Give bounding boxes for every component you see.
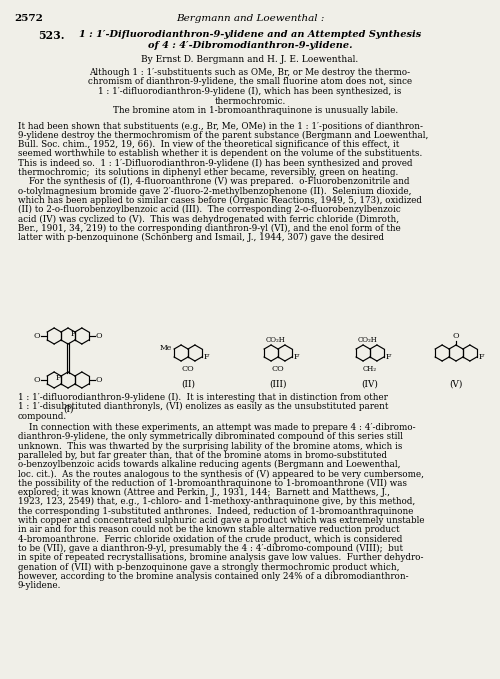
Text: chromism of dianthron-9-ylidene, the small fluorine atom does not, since: chromism of dianthron-9-ylidene, the sma… <box>88 77 412 86</box>
Text: (IV): (IV) <box>362 380 378 389</box>
Text: O: O <box>34 333 40 340</box>
Text: F: F <box>294 353 300 361</box>
Text: 523.: 523. <box>38 30 64 41</box>
Text: 1 : 1′-Difluorodianthron-9-ylidene and an Attempted Synthesis: 1 : 1′-Difluorodianthron-9-ylidene and a… <box>79 30 421 39</box>
Text: F: F <box>386 353 392 361</box>
Text: dianthron-9-ylidene, the only symmetrically dibrominated compound of this series: dianthron-9-ylidene, the only symmetrica… <box>18 433 403 441</box>
Text: 9-ylidene destroy the thermochromism of the parent substance (Bergmann and Loewe: 9-ylidene destroy the thermochromism of … <box>18 131 428 140</box>
Text: of 4 : 4′-Dibromodianthron-9-ylidene.: of 4 : 4′-Dibromodianthron-9-ylidene. <box>148 41 352 50</box>
Text: seemed worthwhile to establish whether it is dependent on the volume of the subs: seemed worthwhile to establish whether i… <box>18 149 422 158</box>
Text: CO₂H: CO₂H <box>358 336 378 344</box>
Text: O: O <box>34 376 40 384</box>
Text: O: O <box>96 333 102 340</box>
Text: 9-ylidene.: 9-ylidene. <box>18 581 62 590</box>
Text: (III): (III) <box>269 380 287 389</box>
Text: Bull. Soc. chim., 1952, 19, 66).  In view of the theoretical significance of thi: Bull. Soc. chim., 1952, 19, 66). In view… <box>18 140 399 149</box>
Text: explored; it was known (Attree and Perkin, J., 1931, 144;  Barnett and Matthews,: explored; it was known (Attree and Perki… <box>18 488 390 497</box>
Text: 1 : 1′-disubstituted dianthronyls, (VI) enolizes as easily as the unsubstituted : 1 : 1′-disubstituted dianthronyls, (VI) … <box>18 402 388 411</box>
Text: 1 : 1′-difluorodianthron-9-ylidene (I).  It is interesting that in distinction f: 1 : 1′-difluorodianthron-9-ylidene (I). … <box>18 393 388 402</box>
Text: in air and for this reason could not be the known stable alternative reduction p: in air and for this reason could not be … <box>18 525 400 534</box>
Text: F: F <box>479 353 484 361</box>
Text: For the synthesis of (I), 4-fluoroanthrone (V) was prepared.  o-Fluorobenzonitri: For the synthesis of (I), 4-fluoroanthro… <box>18 177 409 187</box>
Text: Ber., 1901, 34, 219) to the corresponding dianthron-9-yl (VI), and the enol form: Ber., 1901, 34, 219) to the correspondin… <box>18 224 401 233</box>
Text: The bromine atom in 1-bromoanthraquinone is unusually labile.: The bromine atom in 1-bromoanthraquinone… <box>102 106 398 115</box>
Text: O: O <box>452 332 460 340</box>
Text: (II) to 2-o-fluorobenzoylbenzoic acid (III).  The corresponding 2-o-fluorobenzyl: (II) to 2-o-fluorobenzoylbenzoic acid (I… <box>18 205 401 215</box>
Text: loc. cit.).  As the routes analogous to the synthesis of (V) appeared to be very: loc. cit.). As the routes analogous to t… <box>18 469 424 479</box>
Text: in spite of repeated recrystallisations, bromine analysis gave low values.  Furt: in spite of repeated recrystallisations,… <box>18 553 424 562</box>
Text: CO: CO <box>272 365 284 373</box>
Text: 2572: 2572 <box>14 14 43 23</box>
Text: F: F <box>71 330 76 338</box>
Text: CO₂H: CO₂H <box>266 336 286 344</box>
Text: with copper and concentrated sulphuric acid gave a product which was extremely u: with copper and concentrated sulphuric a… <box>18 516 424 525</box>
Text: CO: CO <box>182 365 194 373</box>
Text: In connection with these experiments, an attempt was made to prepare 4 : 4′-dibr: In connection with these experiments, an… <box>18 423 415 432</box>
Text: This is indeed so.  1 : 1′-Difluorodianthron-9-ylidene (I) has been synthesized : This is indeed so. 1 : 1′-Difluorodianth… <box>18 159 412 168</box>
Text: 4-bromoanthrone.  Ferric chloride oxidation of the crude product, which is consi: 4-bromoanthrone. Ferric chloride oxidati… <box>18 534 402 543</box>
Text: Me: Me <box>160 344 172 352</box>
Text: thermochromic.: thermochromic. <box>214 96 286 105</box>
Text: thermochromic;  its solutions in diphenyl ether became, reversibly, green on hea: thermochromic; its solutions in diphenyl… <box>18 168 398 177</box>
Text: F: F <box>204 353 210 361</box>
Text: 1 : 1′-difluorodianthron-9-ylidene (I), which has been synthesized, is: 1 : 1′-difluorodianthron-9-ylidene (I), … <box>98 87 402 96</box>
Text: acid (IV) was cyclized to (V).  This was dehydrogenated with ferric chloride (Di: acid (IV) was cyclized to (V). This was … <box>18 215 399 223</box>
Text: CH₂: CH₂ <box>363 365 377 373</box>
Text: unknown.  This was thwarted by the surprising lability of the bromine atoms, whi: unknown. This was thwarted by the surpri… <box>18 441 402 450</box>
Text: 1923, 123, 2549) that, e.g., 1-chloro- and 1-methoxy-anthraquinone give, by this: 1923, 123, 2549) that, e.g., 1-chloro- a… <box>18 497 415 507</box>
Text: compound.: compound. <box>18 411 67 420</box>
Text: o-benzoylbenzoic acids towards alkaline reducing agents (Bergmann and Loewenthal: o-benzoylbenzoic acids towards alkaline … <box>18 460 400 469</box>
Text: Although 1 : 1′-substituents such as OMe, Br, or Me destroy the thermo-: Although 1 : 1′-substituents such as OMe… <box>90 68 410 77</box>
Text: (II): (II) <box>181 380 195 389</box>
Text: which has been applied to similar cases before (Organic Reactions, 1949, 5, 173): which has been applied to similar cases … <box>18 196 422 205</box>
Text: the possibility of the reduction of 1-bromoanthraquinone to 1-bromoanthrone (VII: the possibility of the reduction of 1-br… <box>18 479 407 488</box>
Text: however, according to the bromine analysis contained only 24% of a dibromodianth: however, according to the bromine analys… <box>18 572 408 581</box>
Text: O: O <box>96 376 102 384</box>
Text: Bergmann and Loewenthal :: Bergmann and Loewenthal : <box>176 14 324 23</box>
Text: to be (VII), gave a dianthron-9-yl, presumably the 4 : 4′-dibromo-compound (VIII: to be (VII), gave a dianthron-9-yl, pres… <box>18 544 403 553</box>
Text: (I): (I) <box>63 405 73 414</box>
Text: o-tolylmagnesium bromide gave 2′-fluoro-2-methylbenzophenone (II).  Selenium dio: o-tolylmagnesium bromide gave 2′-fluoro-… <box>18 187 411 196</box>
Text: (V): (V) <box>450 380 462 389</box>
Text: It had been shown that substituents (e.g., Br, Me, OMe) in the 1 : 1′-positions : It had been shown that substituents (e.g… <box>18 122 423 130</box>
Text: genation of (VII) with p-benzoquinone gave a strongly thermochromic product whic: genation of (VII) with p-benzoquinone ga… <box>18 562 400 572</box>
Text: By Ernst D. Bergmann and H. J. E. Loewenthal.: By Ernst D. Bergmann and H. J. E. Loewen… <box>142 55 358 64</box>
Text: the corresponding 1-substituted anthrones.  Indeed, reduction of 1-bromoanthraqu: the corresponding 1-substituted anthrone… <box>18 507 413 515</box>
Text: latter with p-benzoquinone (Schönberg and Ismail, J., 1944, 307) gave the desire: latter with p-benzoquinone (Schönberg an… <box>18 233 384 242</box>
Text: paralleled by, but far greater than, that of the bromine atoms in bromo-substitu: paralleled by, but far greater than, tha… <box>18 451 387 460</box>
Text: F: F <box>56 374 62 382</box>
